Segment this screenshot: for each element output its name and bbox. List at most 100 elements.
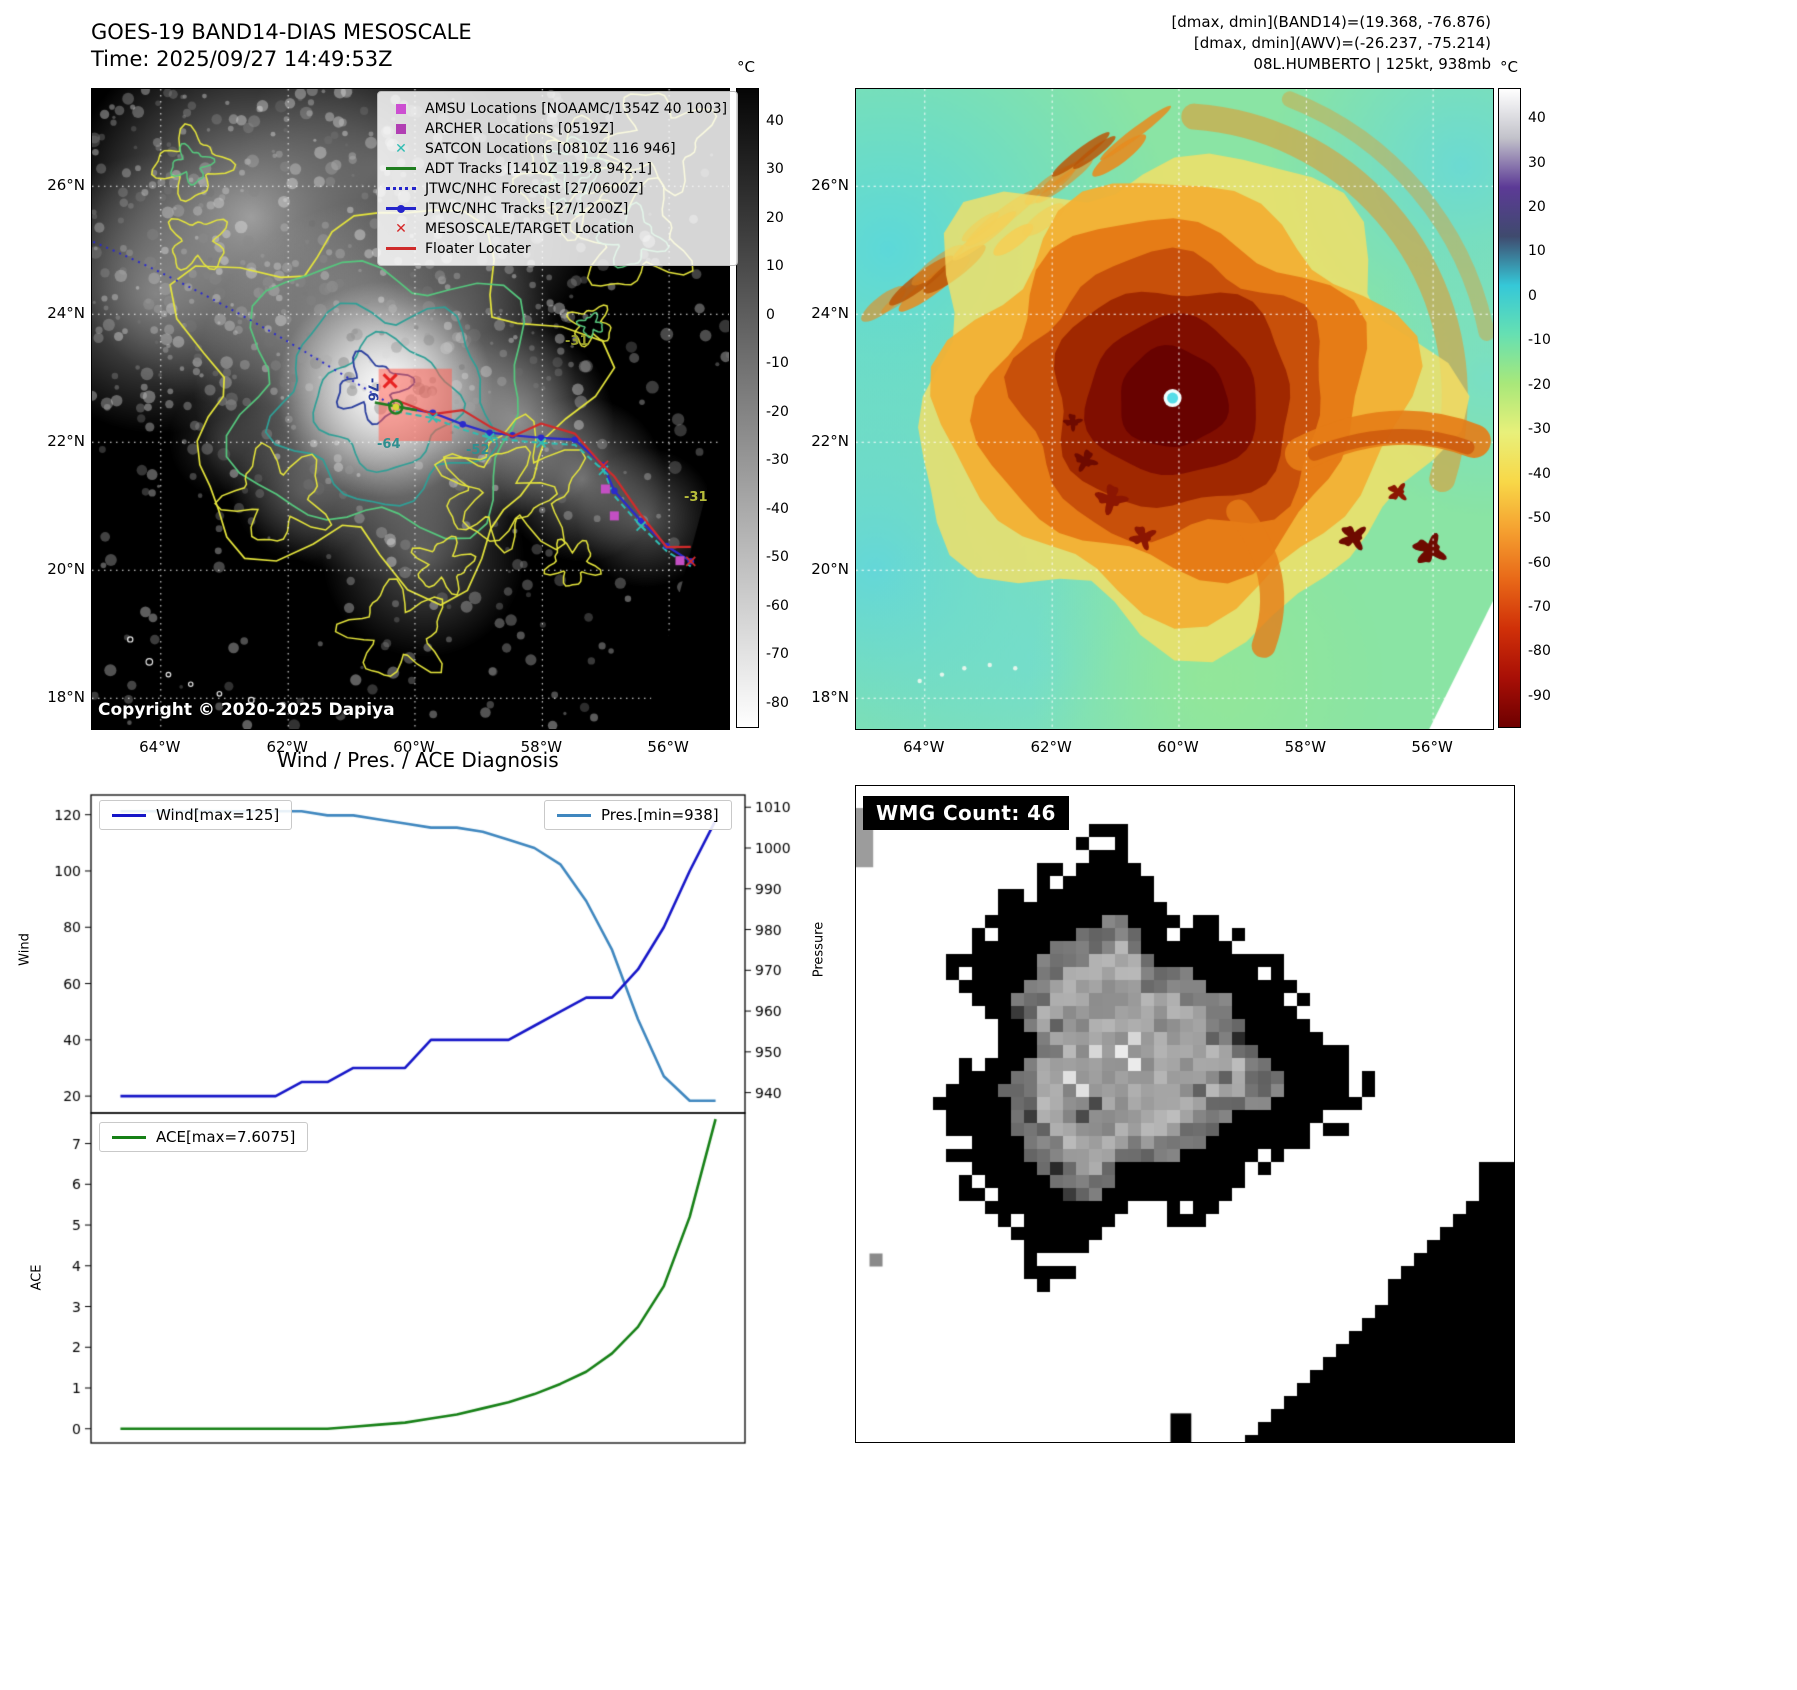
lon-tick-label: 62°W: [266, 738, 308, 756]
colorbar-tick-label: -90: [1528, 687, 1551, 704]
lat-tick-label: 20°N: [811, 560, 849, 579]
colorbar-tick-label: 10: [1528, 243, 1546, 260]
ace-legend: ACE[max=7.6075]: [99, 1122, 309, 1152]
colorbar-tick-label: -80: [766, 694, 789, 711]
contour-label: -76: [364, 377, 380, 402]
colorbar-tick-label: -10: [766, 355, 789, 372]
legend-label: ARCHER Locations [0519Z]: [425, 120, 615, 137]
tl-map-legend: AMSU Locations [NOAAMC/1354Z 40 1003] ARC…: [377, 91, 739, 266]
ace-axis-label: ACE: [29, 1264, 45, 1291]
contour-label: -52: [466, 443, 490, 458]
pressure-legend-label: Pres.[min=938]: [601, 806, 719, 824]
diagnosis-title: Wind / Pres. / ACE Diagnosis: [277, 748, 559, 772]
colorbar-tick-label: 0: [766, 306, 775, 323]
legend-label: JTWC/NHC Forecast [27/0600Z]: [425, 180, 644, 197]
wmg-pixel-image: [855, 785, 1515, 1443]
colorbar-tick-label: -50: [766, 549, 789, 566]
legend-label: SATCON Locations [0810Z 116 946]: [425, 140, 676, 157]
colorbar-tick-label: 40: [1528, 110, 1546, 127]
colorbar-tick-label: 30: [766, 161, 784, 178]
colorbar-tick-label: -70: [766, 646, 789, 663]
line-marker: [386, 242, 416, 256]
lat-tick-label: 24°N: [47, 304, 85, 323]
lat-tick-label: 26°N: [811, 176, 849, 195]
legend-item: ADT Tracks [1410Z 119.8 942.1]: [386, 159, 727, 178]
lat-tick-label: 18°N: [47, 688, 85, 707]
colorbar-tick-label: -30: [1528, 421, 1551, 438]
tr-header-block: [dmax, dmin](BAND14)=(19.368, -76.876) […: [1171, 12, 1491, 75]
legend-label: Floater Locater: [425, 240, 531, 257]
pressure-legend: Pres.[min=938]: [544, 800, 732, 830]
lon-tick-label: 56°W: [1411, 738, 1453, 756]
contour-label: -31: [565, 334, 589, 349]
wind-legend-label: Wind[max=125]: [156, 806, 280, 824]
colorbar-tick-label: -70: [1528, 599, 1551, 615]
lat-tick-label: 20°N: [47, 560, 85, 579]
colorbar-tick-label: 30: [1528, 154, 1546, 171]
lat-tick-label: 24°N: [811, 304, 849, 323]
tr-header-line-storm: 08L.HUMBERTO | 125kt, 938mb: [1253, 55, 1491, 73]
colorbar-tick-label: -40: [1528, 465, 1551, 482]
tl-panel-subtitle: Time: 2025/09/27 14:49:53Z: [91, 47, 393, 71]
legend-item: ARCHER Locations [0519Z]: [386, 119, 727, 138]
legend-item: AMSU Locations [NOAAMC/1354Z 40 1003]: [386, 99, 727, 118]
legend-item: JTWC/NHC Forecast [27/0600Z]: [386, 179, 727, 198]
lon-tick-label: 58°W: [1284, 738, 1327, 756]
colorbar-tick-label: -10: [1528, 332, 1551, 349]
colorbar-tick-label: -20: [1528, 376, 1551, 393]
lon-tick-label: 64°W: [139, 738, 181, 756]
line-marker: [386, 162, 416, 176]
colorbar-tick-label: -60: [1528, 554, 1551, 571]
pressure-legend-line: [557, 813, 591, 817]
wind-legend: Wind[max=125]: [99, 800, 293, 830]
tr-header-line-band14: [dmax, dmin](BAND14)=(19.368, -76.876): [1171, 13, 1491, 31]
contour-label: -64: [377, 437, 401, 452]
lat-tick-label: 22°N: [811, 432, 849, 451]
colorbar-tick-label: -30: [766, 452, 789, 469]
tl-colorbar: [736, 88, 759, 728]
legend-label: JTWC/NHC Tracks [27/1200Z]: [425, 200, 629, 217]
legend-item: JTWC/NHC Tracks [27/1200Z]: [386, 199, 727, 218]
colorbar-tick-label: 40: [766, 112, 784, 129]
wind-axis-label: Wind: [17, 933, 33, 966]
square-marker: [386, 102, 416, 116]
wind-legend-line: [112, 813, 146, 817]
colorbar-tick-label: 20: [1528, 199, 1546, 215]
lon-tick-label: 62°W: [1030, 738, 1072, 756]
contour-label: -31: [684, 490, 708, 505]
legend-item: ✕ MESOSCALE/TARGET Location: [386, 219, 727, 238]
colorbar-tick-label: 20: [766, 209, 784, 226]
square-marker: [386, 122, 416, 136]
tr-colorbar: [1498, 88, 1521, 728]
lat-tick-label: 26°N: [47, 176, 85, 195]
lon-tick-label: 60°W: [393, 738, 435, 756]
tr-header-line-awv: [dmax, dmin](AWV)=(-26.237, -75.214): [1193, 34, 1491, 52]
lon-tick-label: 60°W: [1157, 738, 1199, 756]
colorbar-tick-label: -20: [766, 403, 789, 420]
x-marker: ✕: [395, 140, 407, 157]
colorbar-tick-label: -50: [1528, 510, 1551, 527]
legend-label: AMSU Locations [NOAAMC/1354Z 40 1003]: [425, 100, 728, 117]
legend-label: ADT Tracks [1410Z 119.8 942.1]: [425, 160, 652, 177]
dotted-marker: [386, 182, 416, 196]
tl-colorbar-unit: °C: [737, 58, 755, 76]
tl-panel-title: GOES-19 BAND14-DIAS MESOSCALE: [91, 20, 472, 44]
tr-colorbar-unit: °C: [1500, 58, 1518, 76]
colorbar-tick-label: -60: [766, 597, 789, 614]
ir-color-satellite-image: [855, 88, 1494, 730]
lon-tick-label: 64°W: [903, 738, 945, 756]
ace-legend-label: ACE[max=7.6075]: [156, 1128, 296, 1146]
colorbar-tick-label: 10: [766, 258, 784, 275]
line-dot-marker: [386, 202, 416, 216]
ace-legend-line: [112, 1135, 146, 1139]
colorbar-tick-label: 0: [1528, 287, 1537, 304]
wmg-count-badge: WMG Count: 46: [863, 796, 1069, 830]
lon-tick-label: 58°W: [520, 738, 563, 756]
legend-label: MESOSCALE/TARGET Location: [425, 220, 635, 237]
colorbar-tick-label: -40: [766, 500, 789, 517]
lat-tick-label: 18°N: [811, 688, 849, 707]
colorbar-tick-label: -80: [1528, 643, 1551, 660]
legend-item: ✕ SATCON Locations [0810Z 116 946]: [386, 139, 727, 158]
lon-tick-label: 56°W: [647, 738, 689, 756]
